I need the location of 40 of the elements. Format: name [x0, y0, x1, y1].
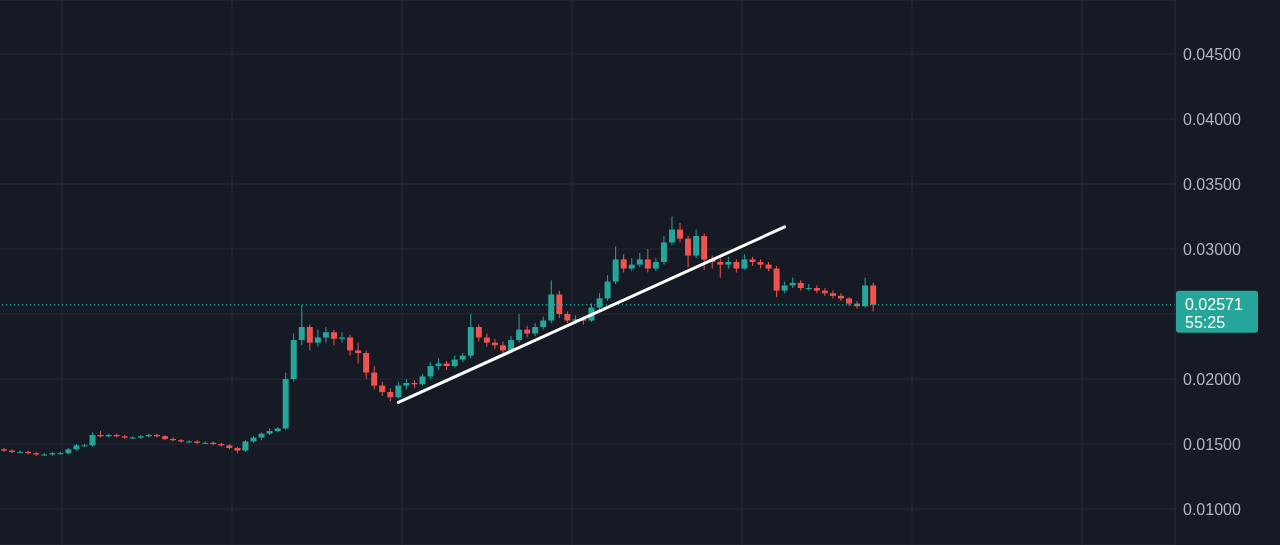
candlestick	[652, 257, 659, 272]
y-tick-label: 0.01500	[1183, 435, 1241, 453]
candlestick	[339, 331, 346, 344]
candlestick	[355, 342, 362, 364]
candlestick	[870, 282, 877, 312]
text: 55:25	[1185, 313, 1226, 331]
candlestick	[499, 340, 506, 354]
candlestick	[483, 333, 490, 348]
y-tick-label: 0.03000	[1183, 240, 1241, 258]
candlestick	[524, 325, 531, 338]
y-tick-label: 0.04000	[1183, 110, 1241, 128]
candlestick	[363, 349, 370, 380]
candlestick	[620, 253, 627, 273]
candlestick	[644, 248, 651, 273]
candlestick	[314, 329, 321, 348]
candlestick	[773, 265, 780, 298]
candlestick	[660, 235, 667, 266]
candlestick	[1, 447, 7, 453]
y-tick-label: 0.01000	[1183, 500, 1241, 518]
candlestick	[693, 229, 700, 259]
ref-line-label: 0.02571	[1185, 295, 1243, 313]
candlestick	[612, 245, 619, 285]
y-tick-label: 0.02000	[1183, 370, 1241, 388]
candlestick	[604, 274, 611, 302]
candlestick	[516, 313, 523, 344]
candlestick	[685, 235, 692, 268]
y-tick-label: 0.04500	[1183, 45, 1241, 63]
candlestick	[829, 290, 836, 299]
candlestick	[186, 439, 193, 444]
candlestick	[701, 232, 708, 271]
candlestick	[371, 365, 378, 390]
candlestick	[556, 290, 563, 319]
candlestick	[668, 216, 675, 246]
candlestick	[322, 326, 329, 344]
candlestick	[677, 222, 684, 244]
candlestick	[347, 334, 354, 357]
candlestick	[330, 329, 337, 346]
candlestick	[306, 323, 313, 351]
candlestick	[717, 257, 724, 279]
y-tick-label: 0.03500	[1183, 175, 1241, 193]
